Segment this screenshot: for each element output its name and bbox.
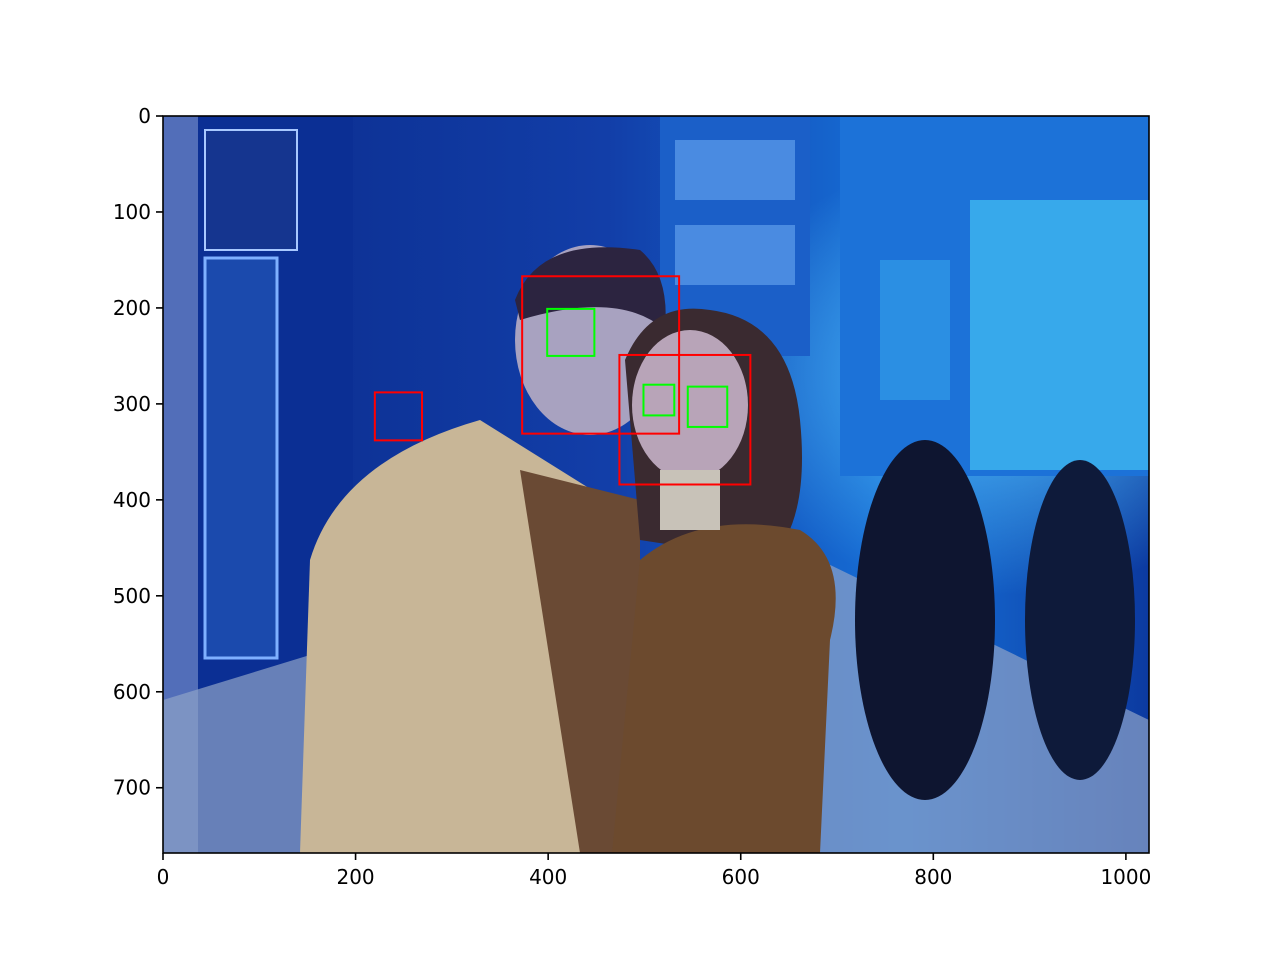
- y-tick-label: 300: [113, 392, 151, 416]
- eye-box: [686, 385, 729, 428]
- shop-window: [970, 200, 1149, 470]
- x-tick-label: 1000: [1100, 865, 1151, 889]
- man-sweater: [520, 470, 640, 853]
- woman-coat: [612, 524, 836, 853]
- pedestrian-right: [1025, 460, 1135, 780]
- y-tick-label: 200: [113, 296, 151, 320]
- x-tick-label: 600: [722, 865, 760, 889]
- woman-head: [632, 330, 748, 480]
- face-box: [618, 353, 752, 486]
- x-tick-label: 0: [157, 865, 170, 889]
- x-tick-label: 800: [914, 865, 952, 889]
- y-tick-label: 100: [113, 200, 151, 224]
- y-tick-label: 700: [113, 776, 151, 800]
- eye-box: [546, 307, 596, 357]
- x-tick-label: 200: [336, 865, 374, 889]
- x-axis: 0 200 400 600 800 1000: [157, 853, 1151, 889]
- building-sign: [204, 129, 298, 251]
- axes-frame: [162, 115, 1150, 854]
- y-axis: 0 100 200 300 400 500 600 700: [113, 104, 163, 800]
- eye-box: [642, 383, 676, 417]
- face-box: [373, 391, 424, 442]
- doorway: [203, 256, 279, 660]
- y-tick-label: 0: [138, 104, 151, 128]
- pedestrian-left: [855, 440, 995, 800]
- y-tick-label: 500: [113, 584, 151, 608]
- face-boxes: [373, 275, 752, 486]
- woman-scarf: [660, 470, 720, 530]
- x-tick-label: 400: [529, 865, 567, 889]
- y-tick-label: 600: [113, 680, 151, 704]
- y-tick-label: 400: [113, 488, 151, 512]
- eye-boxes: [546, 307, 729, 428]
